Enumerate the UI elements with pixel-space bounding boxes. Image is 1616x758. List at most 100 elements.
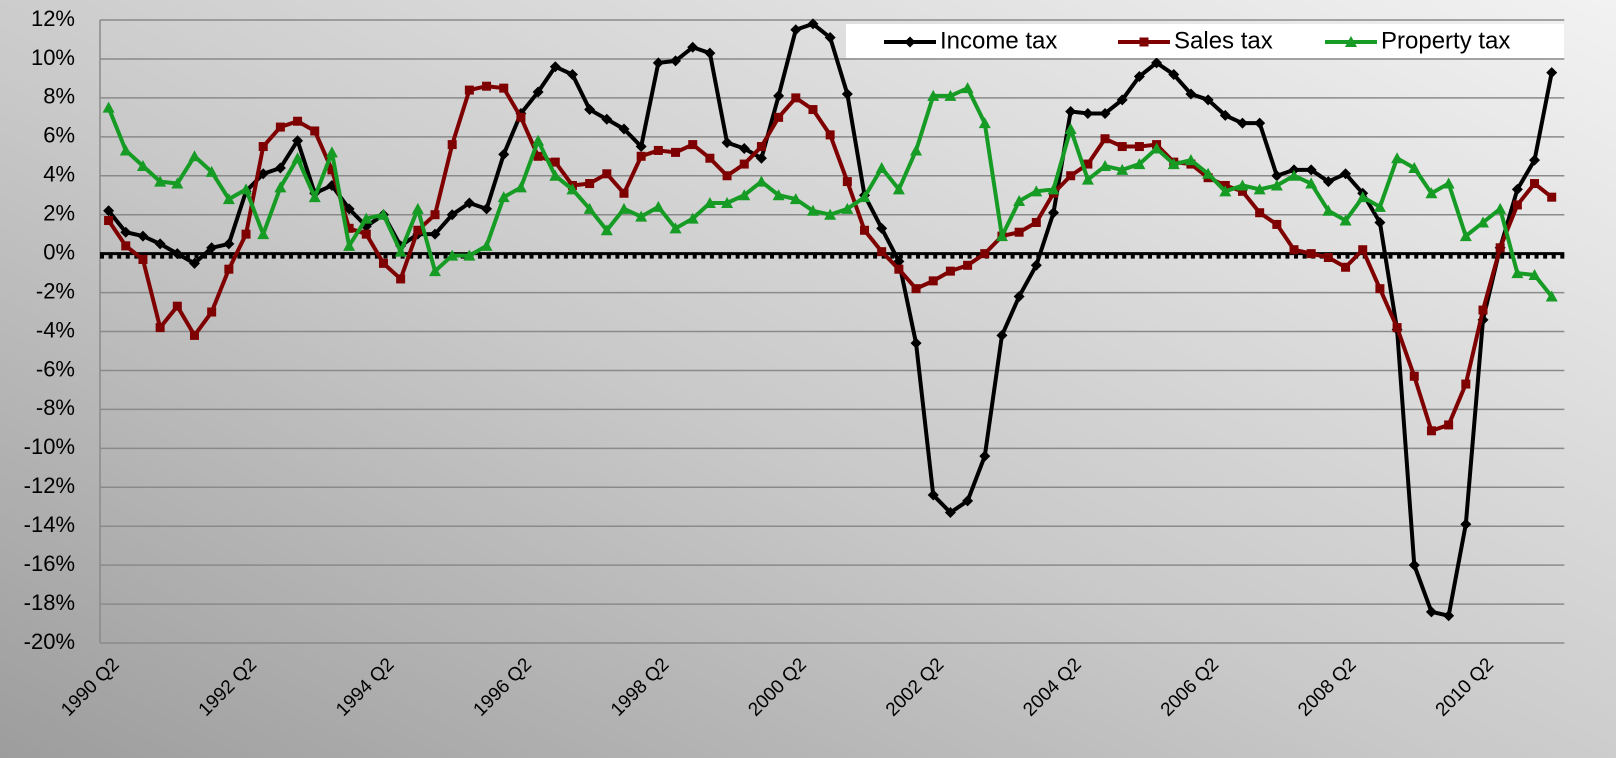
marker [670, 55, 682, 67]
marker [1545, 290, 1558, 302]
marker [963, 260, 973, 270]
marker [1530, 179, 1540, 189]
marker [550, 157, 560, 167]
y-tick-label: 2% [43, 201, 75, 226]
marker [498, 148, 510, 160]
marker [293, 116, 303, 126]
marker [755, 175, 768, 187]
marker [671, 147, 681, 157]
marker [806, 204, 819, 216]
marker [1116, 94, 1128, 106]
marker [602, 169, 612, 179]
marker [120, 226, 132, 238]
marker [1219, 185, 1232, 197]
legend: Income tax Sales tax Property tax [846, 24, 1564, 58]
marker [1306, 249, 1316, 259]
marker [841, 202, 854, 214]
marker [944, 89, 957, 101]
marker [928, 276, 938, 286]
marker [274, 181, 287, 193]
legend-label: Income tax [940, 27, 1057, 54]
marker [808, 105, 818, 115]
marker [516, 112, 526, 122]
marker [1425, 187, 1438, 199]
marker [291, 152, 304, 164]
marker [789, 193, 802, 205]
marker [1444, 420, 1454, 430]
legend-label: Property tax [1381, 27, 1510, 54]
marker [961, 82, 974, 94]
marker [688, 140, 698, 150]
marker [1168, 69, 1180, 81]
marker [1288, 169, 1301, 181]
marker [945, 266, 955, 276]
marker [1528, 269, 1541, 281]
marker [653, 145, 663, 155]
marker [635, 210, 648, 222]
marker [566, 69, 578, 81]
marker [447, 140, 457, 150]
marker [944, 507, 956, 519]
marker [171, 177, 184, 189]
marker [979, 450, 991, 462]
marker [1100, 134, 1110, 144]
marker [1425, 606, 1437, 618]
marker [892, 183, 905, 195]
marker [1202, 94, 1214, 106]
marker [652, 200, 665, 212]
marker [1066, 171, 1076, 181]
marker [514, 181, 527, 193]
marker [1341, 262, 1351, 272]
marker [240, 183, 253, 195]
marker [343, 239, 356, 251]
marker [121, 241, 131, 251]
marker [1254, 117, 1266, 129]
marker [275, 122, 285, 132]
marker [619, 188, 629, 198]
marker [1494, 202, 1507, 214]
y-tick-label: -4% [36, 317, 75, 342]
marker [1047, 207, 1059, 219]
marker [396, 274, 406, 284]
marker [1237, 186, 1247, 196]
marker [429, 228, 441, 240]
marker [980, 249, 990, 259]
marker [1409, 371, 1419, 381]
marker [636, 151, 646, 161]
marker [1461, 379, 1471, 389]
marker [480, 239, 493, 251]
marker [344, 223, 354, 233]
marker [585, 179, 595, 189]
marker [1065, 106, 1077, 118]
marker [1236, 179, 1249, 191]
marker [1270, 179, 1283, 191]
marker [1322, 204, 1335, 216]
marker [224, 264, 234, 274]
marker [858, 191, 871, 203]
marker [773, 90, 785, 102]
marker [223, 238, 235, 250]
marker [755, 152, 767, 164]
marker [1426, 426, 1436, 436]
marker [1512, 200, 1522, 210]
marker [1340, 168, 1352, 180]
marker [1047, 183, 1060, 195]
marker [1081, 173, 1094, 185]
marker [1219, 109, 1231, 121]
marker [189, 330, 199, 340]
marker [1271, 170, 1283, 182]
marker [825, 130, 835, 140]
marker [154, 238, 166, 250]
marker [1373, 200, 1386, 212]
marker [1167, 158, 1180, 170]
marker [464, 85, 474, 95]
series [102, 82, 1558, 302]
marker [1013, 195, 1026, 207]
marker [532, 134, 545, 146]
marker [549, 169, 562, 181]
marker [446, 249, 459, 261]
marker [1356, 191, 1369, 203]
marker [1476, 216, 1489, 228]
marker [1139, 37, 1149, 47]
marker [738, 142, 750, 154]
